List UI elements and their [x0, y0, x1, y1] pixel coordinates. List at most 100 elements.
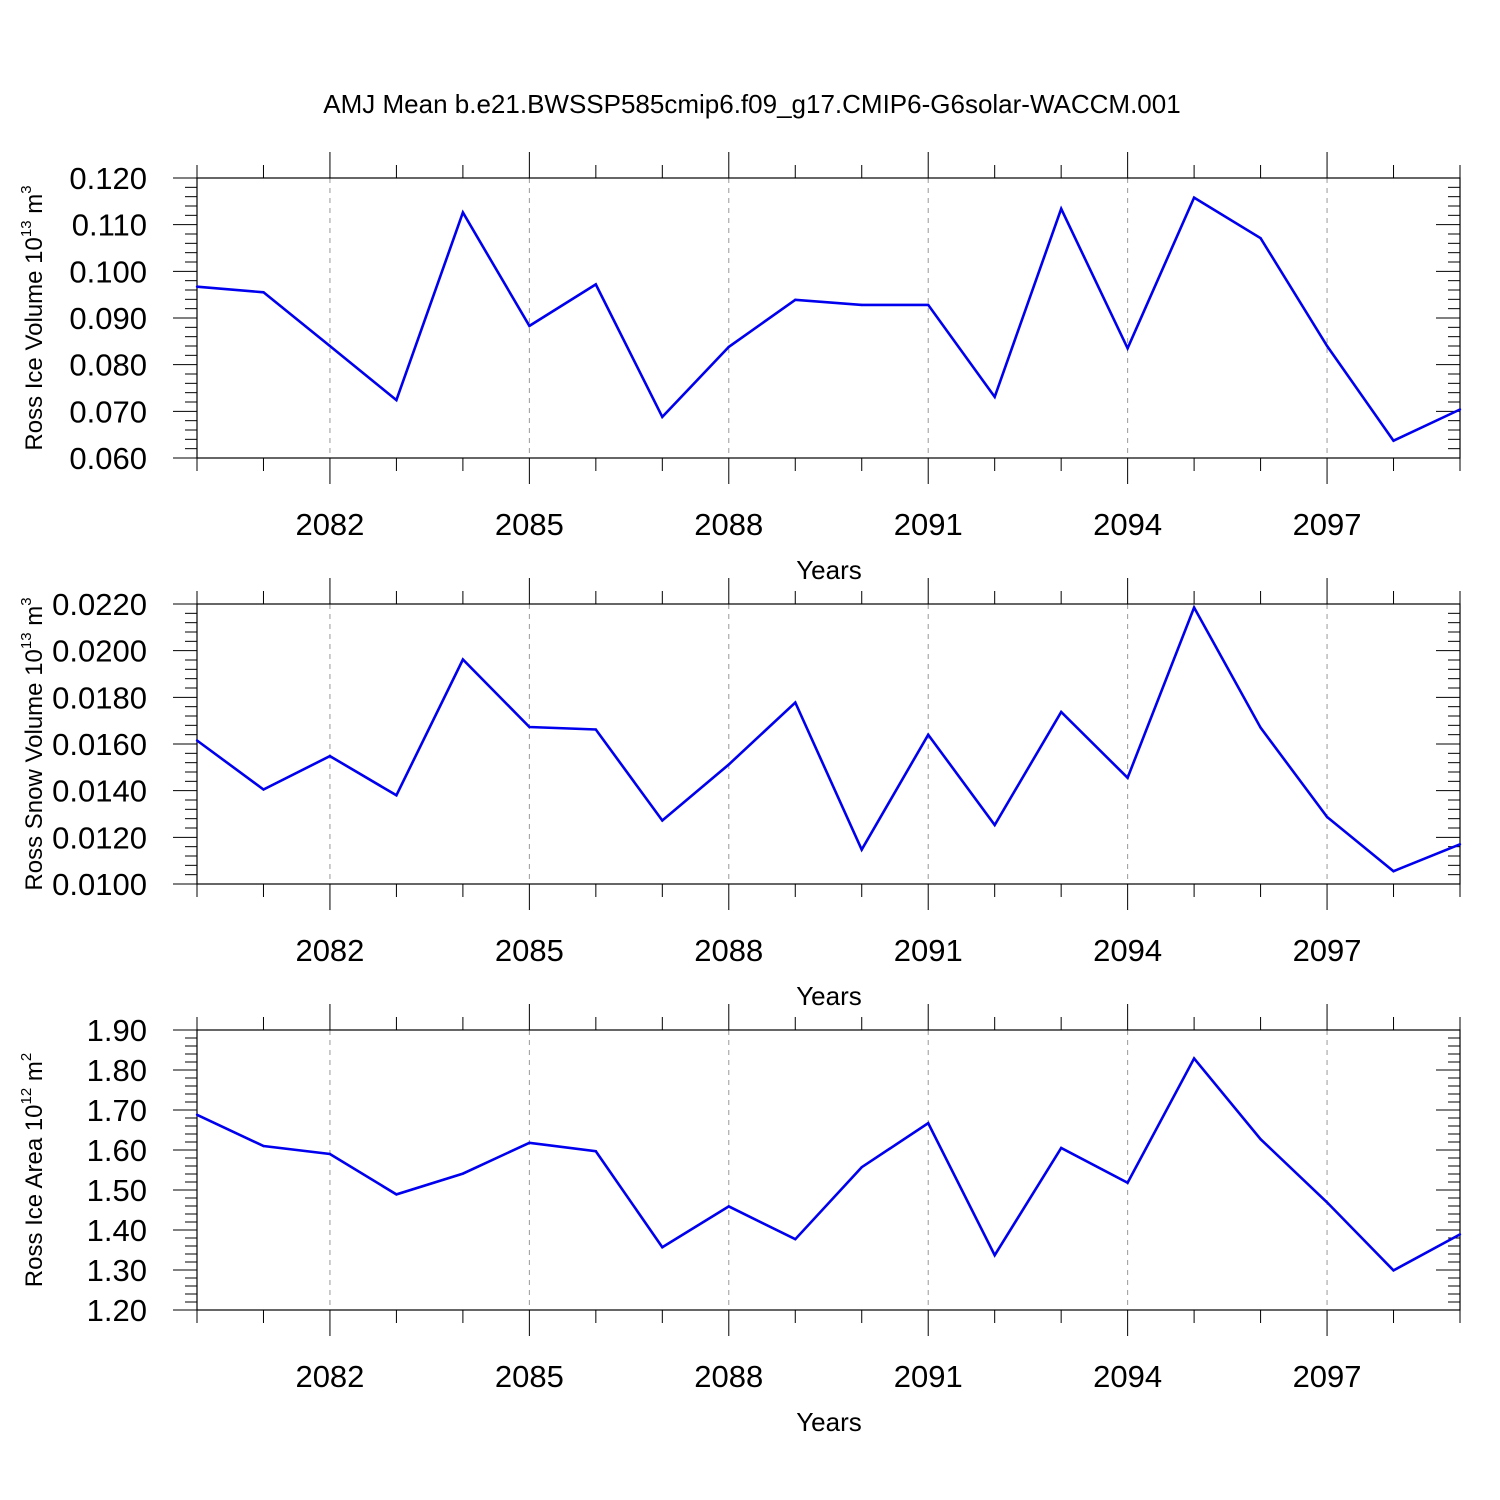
x-tick-label: 2085 — [495, 933, 564, 968]
y-tick-label: 0.0120 — [52, 820, 147, 855]
y-axis-label: Ross Ice Volume 1013 m3 — [18, 185, 48, 450]
data-point-2098 — [1392, 439, 1395, 442]
x-tick-label: 2097 — [1293, 507, 1362, 542]
data-point-2087 — [661, 415, 664, 419]
y-axis-label-exponent: 13 — [18, 632, 35, 649]
y-axis-label-exponent: 13 — [18, 220, 35, 237]
y-axis-label-unit: m — [21, 194, 48, 221]
data-point-2086 — [594, 728, 598, 731]
data-point-2082 — [328, 1152, 332, 1156]
data-point-2095 — [1192, 606, 1196, 609]
y-axis-label-unit-power: 2 — [18, 1053, 35, 1061]
data-point-2099 — [1458, 1233, 1462, 1236]
x-tick-label: 2097 — [1293, 933, 1362, 968]
data-point-2083 — [395, 1193, 398, 1196]
y-tick-label: 1.30 — [87, 1253, 147, 1288]
y-axis-label-unit-power: 3 — [18, 597, 35, 605]
y-tick-label: 0.070 — [69, 394, 147, 429]
data-point-2089 — [794, 701, 797, 704]
y-tick-label: 0.0220 — [52, 587, 147, 622]
data-point-2080 — [195, 739, 199, 742]
data-point-2097 — [1325, 344, 1329, 348]
x-tick-label: 2091 — [894, 507, 963, 542]
data-point-2085 — [528, 1141, 531, 1145]
data-point-2090 — [860, 848, 863, 851]
y-tick-label: 1.20 — [87, 1293, 147, 1328]
y-axis-label: Ross Ice Area 1012 m2 — [18, 1053, 48, 1287]
y-tick-label: 0.0180 — [52, 680, 147, 715]
data-point-2087 — [661, 819, 664, 822]
data-point-2088 — [727, 763, 730, 766]
data-point-2091 — [927, 303, 930, 307]
data-point-2085 — [528, 725, 531, 729]
plot-frame — [196, 1029, 1461, 1311]
y-axis-label: Ross Snow Volume 1013 m3 — [18, 597, 48, 890]
y-axis-label-unit: m — [21, 1061, 48, 1088]
y-tick-label: 1.80 — [87, 1053, 147, 1088]
data-point-2095 — [1192, 1057, 1196, 1060]
data-point-2098 — [1392, 1269, 1395, 1272]
x-tick-label: 2097 — [1293, 1359, 1362, 1394]
data-point-2096 — [1259, 1138, 1262, 1141]
x-tick-label: 2082 — [295, 933, 364, 968]
y-axis-label-main: Ross Snow Volume 10 — [21, 649, 48, 890]
y-tick-label: 0.0100 — [52, 867, 147, 902]
x-tick-label: 2085 — [495, 507, 564, 542]
y-tick-label: 0.0160 — [52, 727, 147, 762]
panel-1: 2082 2085 2088 2091 2094 2097 Years 0.060 0.070 0… — [18, 152, 1462, 585]
data-point-2089 — [794, 1238, 797, 1241]
data-point-2081 — [262, 788, 265, 791]
y-tick-label: 0.0140 — [52, 774, 147, 809]
data-point-2082 — [328, 754, 332, 758]
data-point-2082 — [328, 344, 332, 348]
data-point-2093 — [1059, 207, 1063, 210]
data-point-2088 — [727, 1205, 730, 1208]
data-point-2090 — [860, 1166, 863, 1169]
data-point-2081 — [262, 1144, 265, 1148]
data-point-2086 — [594, 283, 598, 286]
y-tick-label: 1.40 — [87, 1213, 147, 1248]
data-point-2084 — [461, 658, 465, 661]
data-point-2091 — [927, 733, 930, 736]
x-axis-label: Years — [796, 1407, 862, 1437]
y-tick-label: 1.90 — [87, 1013, 147, 1048]
data-point-2096 — [1259, 726, 1262, 729]
data-point-2081 — [262, 291, 265, 294]
plot-frame — [196, 603, 1461, 885]
y-axis-label-main: Ross Ice Volume 10 — [21, 237, 48, 450]
x-tick-label: 2082 — [295, 1359, 364, 1394]
data-point-2083 — [395, 398, 398, 402]
data-point-2098 — [1392, 869, 1395, 873]
x-tick-label: 2085 — [495, 1359, 564, 1394]
x-tick-label: 2094 — [1093, 933, 1162, 968]
series-line — [196, 1056, 1461, 1273]
y-axis-label-unit-power: 3 — [18, 185, 35, 193]
y-tick-label: 0.060 — [69, 441, 147, 476]
x-tick-label: 2091 — [894, 933, 963, 968]
data-point-2095 — [1192, 196, 1196, 199]
y-axis-label-main: Ross Ice Area 10 — [21, 1104, 48, 1287]
data-point-2092 — [993, 395, 996, 399]
y-tick-label: 0.110 — [72, 208, 147, 243]
plot-frame — [196, 177, 1461, 459]
chart-title: AMJ Mean b.e21.BWSSP585cmip6.f09_g17.CMI… — [323, 89, 1180, 119]
data-point-2094 — [1126, 1181, 1129, 1185]
data-point-2099 — [1458, 408, 1462, 411]
data-point-2096 — [1259, 237, 1262, 240]
data-point-2089 — [794, 298, 797, 301]
y-tick-label: 0.090 — [69, 301, 147, 336]
data-point-2088 — [727, 345, 730, 349]
data-point-2084 — [461, 1172, 465, 1175]
x-tick-label: 2082 — [295, 507, 364, 542]
data-point-2092 — [993, 1254, 996, 1257]
data-point-2097 — [1325, 1201, 1329, 1204]
data-point-2091 — [927, 1122, 930, 1125]
data-point-2085 — [528, 324, 531, 328]
data-point-2094 — [1126, 776, 1129, 780]
x-tick-label: 2091 — [894, 1359, 963, 1394]
x-axis-label: Years — [796, 981, 862, 1011]
y-tick-label: 0.080 — [69, 348, 147, 383]
series-line — [196, 604, 1461, 873]
panels: 2082 2085 2088 2091 2094 2097 Years 0.060 0.070 0… — [18, 152, 1462, 1437]
